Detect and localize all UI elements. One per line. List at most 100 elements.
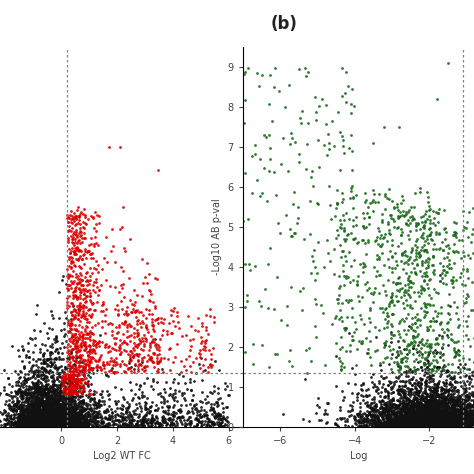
Point (404, 391, 412, 398)
Point (414, 414, 422, 422)
Point (18, 394, 26, 402)
Point (418, 419, 425, 427)
Point (65, 360, 73, 368)
Point (25, 411, 33, 419)
Point (398, 228, 406, 236)
Point (383, 237, 391, 245)
Point (54, 422, 62, 430)
Point (61, 412, 68, 419)
Point (425, 420, 432, 428)
Point (60, 369, 68, 376)
Point (60, 422, 68, 429)
Point (55, 419, 63, 427)
Point (79, 276, 86, 283)
Point (67, 417, 74, 425)
Point (40, 405, 47, 412)
Point (463, 419, 470, 426)
Point (413, 422, 421, 429)
Point (437, 321, 444, 328)
Point (316, 417, 323, 424)
Point (442, 385, 450, 393)
Point (67, 349, 75, 357)
Point (443, 410, 450, 417)
Point (439, 408, 447, 415)
Point (381, 206, 388, 213)
Point (419, 419, 427, 427)
Point (343, 272, 350, 280)
Point (31, 383, 38, 390)
Point (240, 119, 247, 127)
Point (111, 416, 119, 424)
Point (52, 409, 59, 416)
Point (22, 375, 29, 383)
Point (384, 382, 392, 389)
Point (434, 417, 442, 424)
Point (365, 410, 373, 418)
Point (115, 343, 123, 350)
Point (25, 416, 32, 423)
Point (444, 422, 452, 429)
Point (398, 415, 406, 423)
Point (404, 384, 411, 392)
Point (5, 391, 13, 399)
Point (448, 421, 456, 428)
Point (404, 410, 412, 418)
Point (448, 410, 456, 418)
Point (7, 418, 15, 426)
Point (342, 347, 350, 355)
Point (70, 294, 77, 302)
Point (115, 323, 122, 330)
Point (56, 419, 64, 426)
Point (56, 407, 64, 415)
Point (69, 354, 76, 361)
Point (325, 146, 333, 153)
Point (44, 406, 51, 414)
Point (428, 418, 436, 425)
Point (90, 347, 98, 355)
Point (427, 414, 435, 421)
Point (44, 403, 51, 410)
Point (67, 422, 75, 430)
Point (419, 218, 426, 226)
Point (63, 404, 71, 412)
Point (74, 311, 82, 319)
Point (353, 397, 361, 404)
Point (448, 419, 456, 426)
Point (364, 414, 371, 422)
Point (465, 419, 472, 427)
Point (142, 406, 150, 413)
Point (340, 364, 348, 371)
Point (404, 388, 411, 395)
Point (412, 422, 420, 429)
Point (460, 414, 468, 421)
Point (154, 351, 161, 359)
Point (73, 388, 81, 395)
Point (148, 337, 156, 344)
Point (81, 420, 88, 428)
Point (402, 372, 410, 379)
Point (42, 416, 49, 424)
Point (415, 420, 423, 428)
Point (144, 374, 151, 382)
Point (25, 397, 32, 404)
Point (343, 232, 351, 239)
Point (309, 257, 317, 265)
Point (80, 422, 88, 429)
Point (75, 362, 83, 370)
Point (66, 322, 74, 329)
Point (385, 361, 392, 368)
Point (90, 397, 98, 405)
Point (221, 420, 228, 428)
Point (451, 231, 459, 238)
Point (416, 418, 423, 425)
Point (17, 414, 25, 421)
Point (350, 102, 358, 109)
Point (86, 401, 94, 409)
Point (427, 372, 434, 380)
Point (415, 418, 422, 426)
Point (427, 419, 434, 426)
Point (473, 419, 474, 427)
Point (50, 415, 57, 423)
Point (87, 277, 94, 284)
Point (473, 418, 474, 425)
